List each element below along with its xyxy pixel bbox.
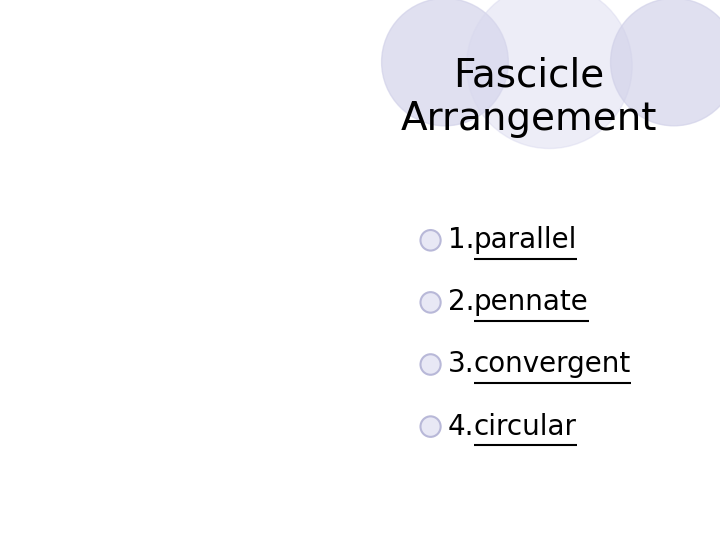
Text: circular: circular — [474, 413, 577, 441]
Text: 4.: 4. — [448, 413, 474, 441]
Ellipse shape — [611, 0, 720, 126]
Text: 1.: 1. — [448, 226, 474, 254]
Ellipse shape — [382, 0, 508, 126]
Text: parallel: parallel — [474, 226, 577, 254]
Ellipse shape — [420, 354, 441, 375]
Text: 2.: 2. — [448, 288, 474, 316]
Ellipse shape — [420, 292, 441, 313]
Text: pennate: pennate — [474, 288, 588, 316]
Text: convergent: convergent — [474, 350, 631, 379]
Ellipse shape — [420, 416, 441, 437]
Ellipse shape — [467, 0, 632, 148]
Ellipse shape — [420, 230, 441, 251]
Text: 3.: 3. — [448, 350, 474, 379]
Text: Fascicle
Arrangement: Fascicle Arrangement — [401, 56, 657, 138]
